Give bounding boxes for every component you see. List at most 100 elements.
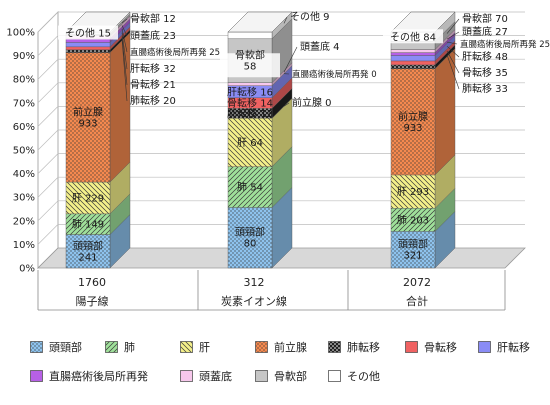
bar-segment-face (227, 31, 273, 40)
legend-label: 骨軟部 (274, 370, 307, 383)
data-label-series-7: 直腸癌術後局所再発 0 (283, 69, 377, 80)
data-label-text: 直腸癌術後局所再発 0 (292, 69, 377, 80)
data-label-text: 頭蓋底 4 (300, 40, 340, 53)
legend-label: 肝 (199, 341, 210, 354)
gridline (37, 11, 525, 33)
legend-swatch (30, 370, 43, 382)
bar-segment-series-0 (227, 187, 293, 269)
legend-item-series-8: 頭蓋底 (180, 369, 232, 383)
bar-segment-face (390, 55, 436, 62)
data-label-series-5: 骨転移 14 (227, 97, 273, 110)
data-label-series-2: 肝 64 (237, 137, 263, 149)
data-label-series-10: その他 9 (283, 10, 330, 24)
legend-item-series-4: 肺転移 (328, 340, 380, 354)
bar-segment-face (390, 52, 436, 56)
data-label-text: その他 84 (390, 30, 436, 43)
gridline (37, 200, 525, 222)
data-label-series-0: 頭頸部 80 (235, 226, 265, 250)
y-tick-label: 70% (13, 98, 35, 109)
legend-label: 頭蓋底 (199, 370, 232, 383)
leader-line (446, 45, 460, 58)
data-label-text: 肝 229 (72, 192, 104, 204)
data-label-text: 骨転移 35 (462, 66, 508, 79)
leader-line (121, 25, 128, 37)
data-label-text: 骨軟部 12 (130, 12, 176, 25)
legend-swatch (105, 341, 118, 353)
data-label-series-1: 肺 149 (72, 219, 104, 231)
data-label-series-9: 骨軟部 12 (121, 12, 176, 25)
data-label-series-8: 頭蓋底 27 (446, 25, 508, 40)
data-label-series-9: 骨軟部 70 (446, 12, 508, 34)
x-tick-total: 2072 (403, 276, 431, 289)
gridline (37, 153, 525, 174)
data-label-series-10: その他 84 (383, 29, 443, 44)
bar-segment-face (390, 174, 436, 209)
legend-label: 骨転移 (424, 341, 457, 354)
data-label-bg (383, 29, 443, 44)
bar-segment-face (390, 64, 436, 69)
x-axis: 1760 陽子線 312 炭素イオン線 2072 合計 (37, 270, 506, 311)
legend-item-series-1: 肺 (105, 340, 135, 354)
bar-segment-series-1 (390, 187, 456, 232)
data-label-text: 肝 293 (397, 186, 429, 198)
y-tick-label: 50% (13, 146, 35, 157)
data-label-text: 頭頸部 241 (73, 239, 103, 263)
bar-segment-face (227, 118, 273, 167)
data-label-text: 頭頸部 321 (398, 238, 428, 262)
data-label-text: 骨軟部 70 (462, 12, 508, 25)
data-label-series-9: 骨軟部 58 (220, 49, 280, 78)
legend-item-series-5: 骨転移 (405, 340, 457, 354)
legend-item-series-10: その他 (328, 369, 380, 383)
bar-segment-face (65, 181, 111, 215)
y-tick-label: 90% (13, 51, 35, 62)
legend-label: 肝転移 (497, 341, 530, 354)
data-label-series-6: 肝転移 32 (121, 32, 176, 75)
y-tick-label: 10% (13, 240, 35, 251)
bar-segment-side (434, 48, 456, 176)
legend-swatch (180, 370, 193, 382)
legend-item-series-7: 直腸癌術後局所再発 (30, 369, 148, 383)
data-label-text: 肺 203 (397, 214, 429, 226)
leader-line (121, 32, 128, 70)
legend-swatch (255, 341, 268, 353)
gridline (37, 176, 525, 198)
legend-swatch (30, 341, 43, 353)
gridline (37, 106, 525, 127)
bar-3 (390, 11, 456, 269)
legend-label: 肺 (124, 341, 135, 354)
bar-segment-series-2 (390, 154, 456, 209)
y-tick-label: 0% (19, 264, 35, 275)
bar-segment-face (227, 207, 273, 269)
x-tick-label: 合計 (406, 294, 428, 308)
bar-segment-face (65, 42, 111, 48)
data-label-series-8: 頭蓋底 4 (283, 40, 340, 73)
data-label-text: 肺転移 13 (227, 107, 273, 120)
legend-item-series-3: 前立腺 (255, 340, 307, 354)
bar-segment-series-2 (227, 97, 293, 168)
data-label-series-1: 肺 54 (237, 182, 263, 194)
bar-segment-face (65, 46, 111, 50)
data-label-series-3: 前立腺 933 (398, 110, 428, 134)
data-label-text: 頭頸部 80 (235, 226, 265, 250)
bar-segment-face (390, 60, 436, 66)
y-tick-label: 100% (6, 28, 35, 39)
bars (65, 11, 456, 269)
data-label-text: 肝転移 16 (227, 85, 273, 98)
bar-segment-face (65, 234, 111, 269)
bar-segment-face (390, 49, 436, 53)
x-tick-total: 312 (244, 276, 265, 289)
data-labels: 頭頸部 241 肺 149 肝 229 前立腺 933 肺転移 20 骨転移 21 肝転移 32… (58, 10, 550, 263)
bar-segment-face (65, 49, 111, 53)
data-label-series-0: 頭頸部 321 (398, 238, 428, 262)
bar-segment-face (227, 82, 273, 86)
leader-line (121, 28, 128, 53)
bar-segment-series-1 (227, 146, 293, 208)
x-tick-label: 炭素イオン線 (221, 294, 287, 308)
y-tick-label: 20% (13, 216, 35, 227)
data-label-series-6: 肝転移 48 (446, 45, 508, 63)
bar-top (227, 11, 293, 33)
x-tick-label: 陽子線 (76, 294, 109, 308)
legend-item-series-6: 肝転移 (478, 340, 530, 354)
data-label-text: 前立腺 0 (292, 96, 332, 109)
data-label-text: 前立腺 933 (73, 105, 103, 129)
